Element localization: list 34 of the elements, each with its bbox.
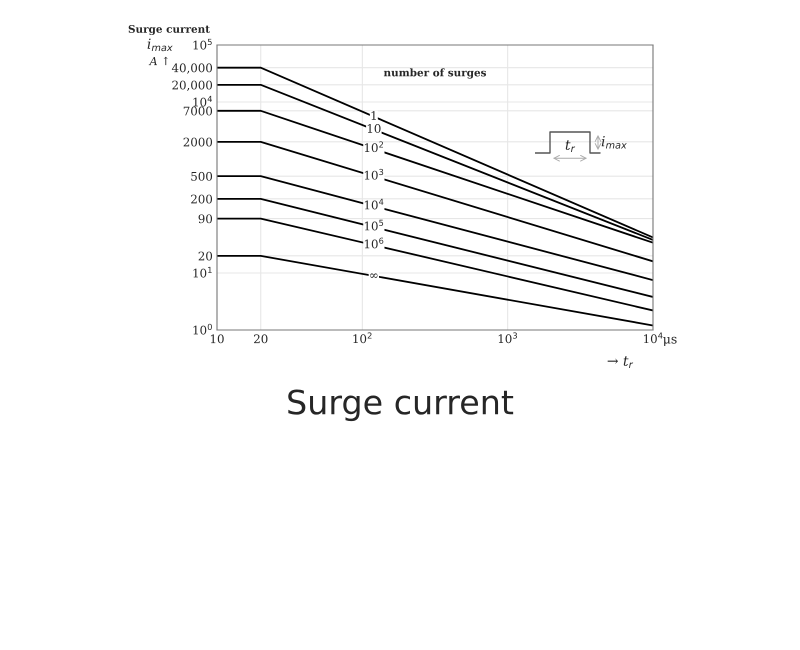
text: A ↑ xyxy=(148,56,168,66)
annotation: i$_{max}$ xyxy=(602,136,627,149)
chart-title: Surge current xyxy=(128,24,210,36)
y-tick-label: 10$^{4}$ xyxy=(193,96,212,107)
y-axis-title: i$_{max}$ xyxy=(148,38,173,52)
text: μs xyxy=(663,336,677,346)
text: Surge current xyxy=(288,389,514,422)
x-tick-label: 10$^{2}$ xyxy=(353,332,372,344)
x-tick-label: 20 xyxy=(254,334,268,344)
x-tick-label: 10$^{4}$ xyxy=(644,332,663,344)
series-label: 10$^{4}$ xyxy=(364,198,384,210)
y-tick-label: 2000 xyxy=(184,138,212,146)
series-label: 10$^{3}$ xyxy=(364,168,384,180)
y-tick-label: 20,000 xyxy=(172,80,212,91)
y-tick-label: 7000 xyxy=(184,106,212,116)
x-tick-label: 10$^{3}$ xyxy=(498,332,518,344)
series-label: ∞ xyxy=(370,273,378,278)
series-label: 10$^{6}$ xyxy=(364,238,384,248)
y-tick-label: 500 xyxy=(191,172,212,181)
x-axis-title: → t$_{r}$ xyxy=(608,356,634,368)
series-label: 1 xyxy=(372,111,376,120)
series-label: 10$^{2}$ xyxy=(364,141,384,152)
y-tick-label: 20 xyxy=(198,252,212,260)
y-tick-label: 10$^{1}$ xyxy=(193,266,212,278)
legend-title: number of surges xyxy=(384,68,486,79)
y-tick-label: 90 xyxy=(198,214,212,224)
y-tick-label: 200 xyxy=(191,194,212,204)
x-tick-label: 10 xyxy=(210,334,224,344)
y-tick-label: 10$^{0}$ xyxy=(193,324,212,335)
series-label: 10 xyxy=(368,124,381,133)
annotation: t$_{r}$ xyxy=(566,140,576,152)
y-tick-label: 10$^{5}$ xyxy=(193,38,212,50)
y-tick-label: 40,000 xyxy=(172,63,212,74)
series-label: 10$^{5}$ xyxy=(364,220,384,230)
